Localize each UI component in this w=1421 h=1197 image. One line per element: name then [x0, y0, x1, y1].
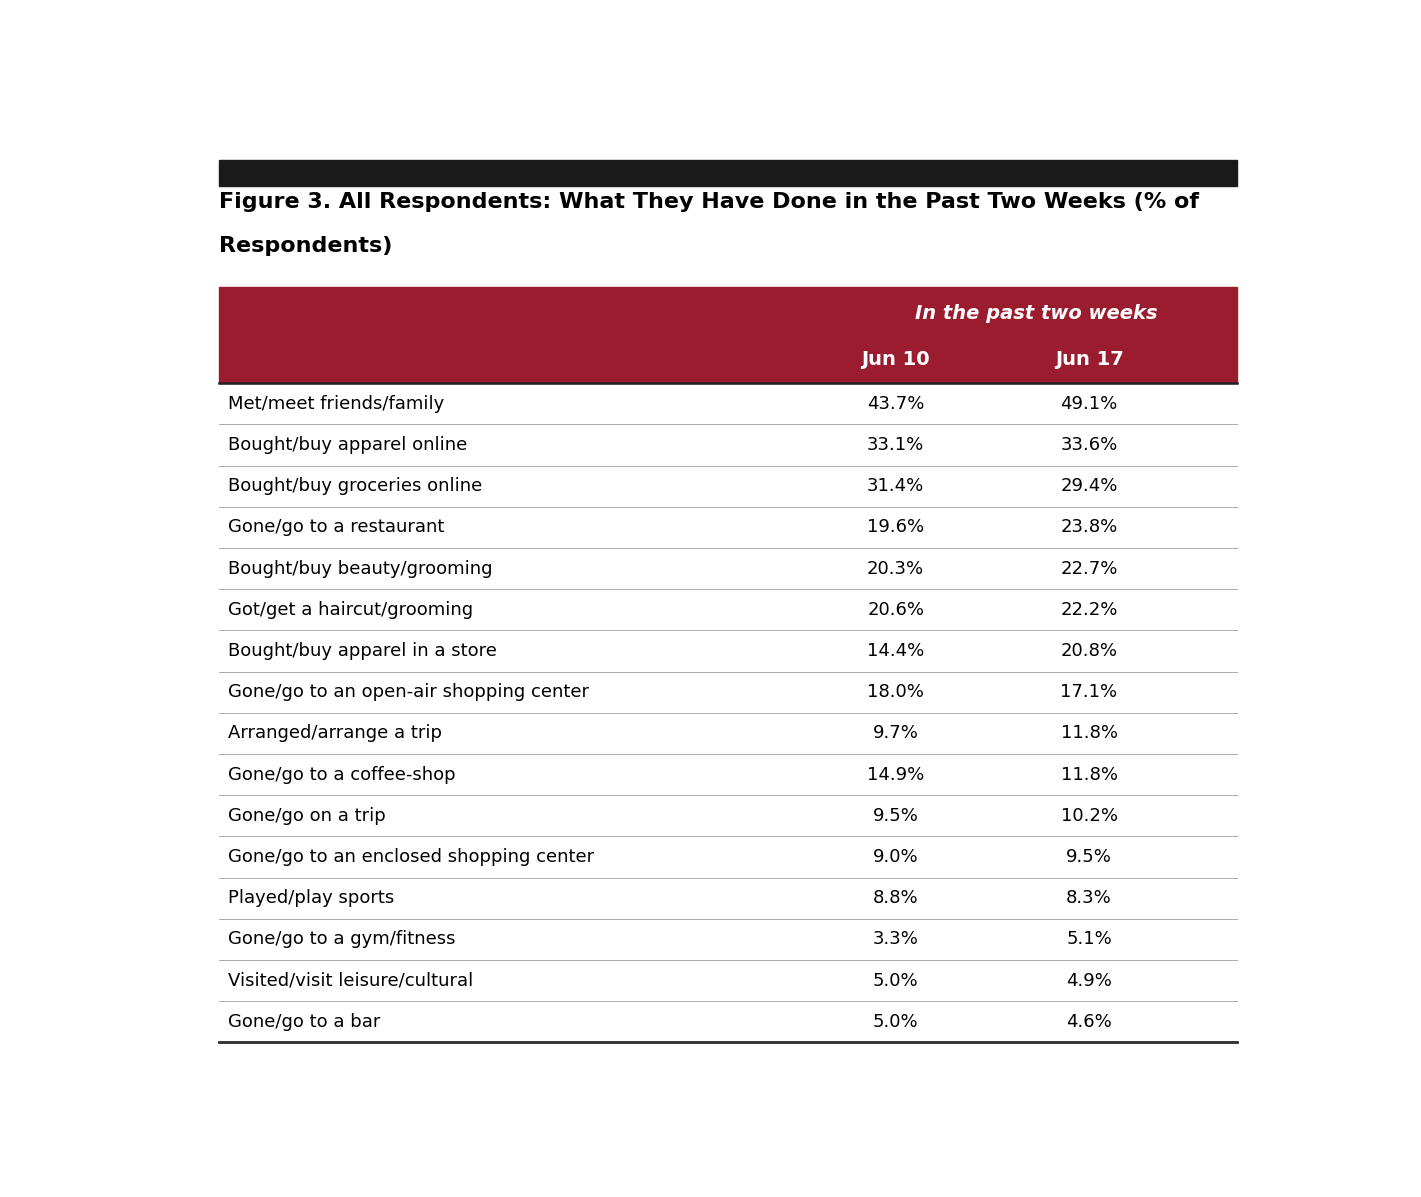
Text: 9.5%: 9.5% [872, 807, 918, 825]
Text: 49.1%: 49.1% [1060, 395, 1118, 413]
Text: Jun 10: Jun 10 [861, 350, 929, 369]
Text: 5.1%: 5.1% [1066, 930, 1111, 948]
Text: 20.8%: 20.8% [1060, 642, 1117, 660]
Text: Met/meet friends/family: Met/meet friends/family [229, 395, 445, 413]
Text: 17.1%: 17.1% [1060, 683, 1117, 701]
Text: Gone/go to an enclosed shopping center: Gone/go to an enclosed shopping center [229, 847, 594, 865]
Text: Played/play sports: Played/play sports [229, 889, 395, 907]
Text: 11.8%: 11.8% [1060, 766, 1117, 784]
Text: 5.0%: 5.0% [872, 972, 918, 990]
Text: Arranged/arrange a trip: Arranged/arrange a trip [229, 724, 442, 742]
Text: 20.3%: 20.3% [867, 560, 924, 578]
Text: Gone/go to a restaurant: Gone/go to a restaurant [229, 518, 445, 536]
Text: 14.9%: 14.9% [867, 766, 924, 784]
Text: 4.9%: 4.9% [1066, 972, 1113, 990]
Text: 5.0%: 5.0% [872, 1013, 918, 1031]
Text: 10.2%: 10.2% [1060, 807, 1117, 825]
Text: Gone/go to a bar: Gone/go to a bar [229, 1013, 381, 1031]
Text: 11.8%: 11.8% [1060, 724, 1117, 742]
Bar [219, 160, 1238, 186]
Text: Gone/go to a coffee-shop: Gone/go to a coffee-shop [229, 766, 456, 784]
Text: 9.0%: 9.0% [872, 847, 918, 865]
Text: Visited/visit leisure/cultural: Visited/visit leisure/cultural [229, 972, 473, 990]
Text: In the past two weeks: In the past two weeks [915, 304, 1157, 323]
Text: 19.6%: 19.6% [867, 518, 924, 536]
Text: 8.3%: 8.3% [1066, 889, 1111, 907]
Text: 23.8%: 23.8% [1060, 518, 1118, 536]
Text: 29.4%: 29.4% [1060, 478, 1118, 496]
Text: Gone/go to an open-air shopping center: Gone/go to an open-air shopping center [229, 683, 590, 701]
Text: Bought/buy apparel in a store: Bought/buy apparel in a store [229, 642, 497, 660]
Text: Bought/buy beauty/grooming: Bought/buy beauty/grooming [229, 560, 493, 578]
Text: Figure 3. All Respondents: What They Have Done in the Past Two Weeks (% of: Figure 3. All Respondents: What They Hav… [219, 192, 1199, 212]
Text: 20.6%: 20.6% [867, 601, 924, 619]
Text: 33.1%: 33.1% [867, 436, 924, 454]
Text: 9.5%: 9.5% [1066, 847, 1113, 865]
Text: 14.4%: 14.4% [867, 642, 924, 660]
Text: Respondents): Respondents) [219, 236, 392, 256]
Bar [219, 286, 1238, 383]
Text: 9.7%: 9.7% [872, 724, 918, 742]
Text: Jun 17: Jun 17 [1054, 350, 1124, 369]
Text: 33.6%: 33.6% [1060, 436, 1118, 454]
Text: 43.7%: 43.7% [867, 395, 925, 413]
Text: 22.7%: 22.7% [1060, 560, 1118, 578]
Text: 8.8%: 8.8% [872, 889, 918, 907]
Text: 4.6%: 4.6% [1066, 1013, 1111, 1031]
Text: 31.4%: 31.4% [867, 478, 924, 496]
Text: Got/get a haircut/grooming: Got/get a haircut/grooming [229, 601, 473, 619]
Text: 18.0%: 18.0% [867, 683, 924, 701]
Text: Bought/buy groceries online: Bought/buy groceries online [229, 478, 483, 496]
Text: Gone/go to a gym/fitness: Gone/go to a gym/fitness [229, 930, 456, 948]
Text: Gone/go on a trip: Gone/go on a trip [229, 807, 387, 825]
Text: Bought/buy apparel online: Bought/buy apparel online [229, 436, 468, 454]
Text: 3.3%: 3.3% [872, 930, 918, 948]
Text: 22.2%: 22.2% [1060, 601, 1118, 619]
